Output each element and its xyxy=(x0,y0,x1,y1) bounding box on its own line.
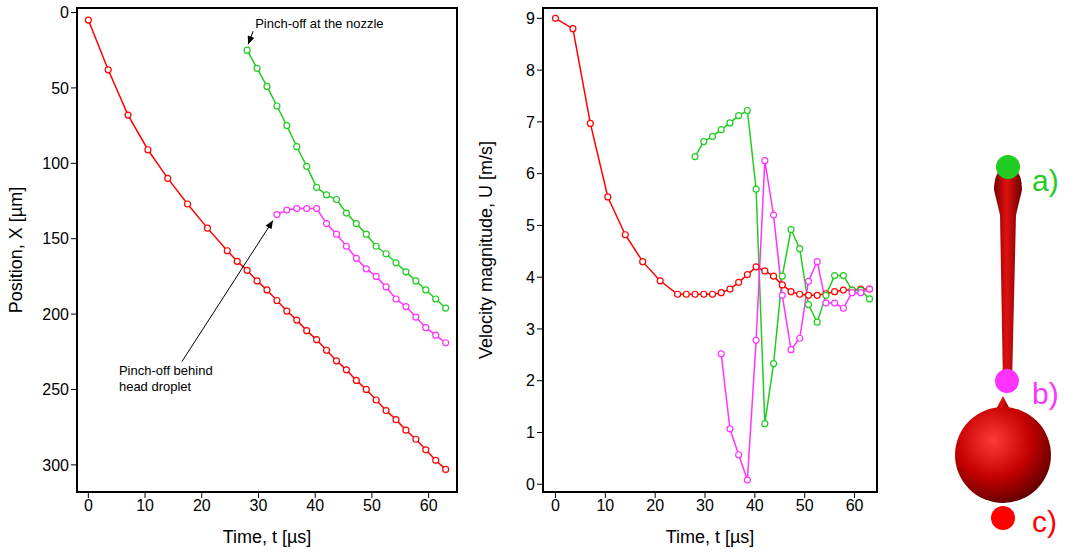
svg-text:0: 0 xyxy=(526,476,535,493)
svg-text:1: 1 xyxy=(526,424,535,441)
svg-text:Position, X [µm]: Position, X [µm] xyxy=(6,187,26,313)
svg-text:30: 30 xyxy=(696,497,714,514)
svg-text:60: 60 xyxy=(420,497,438,514)
svg-text:0: 0 xyxy=(84,497,93,514)
svg-text:Time, t [µs]: Time, t [µs] xyxy=(223,527,312,547)
svg-text:20: 20 xyxy=(193,497,211,514)
svg-text:50: 50 xyxy=(796,497,814,514)
svg-text:7: 7 xyxy=(526,114,535,131)
svg-text:3: 3 xyxy=(526,321,535,338)
svg-text:Pinch-off behind: Pinch-off behind xyxy=(119,363,213,378)
svg-text:b): b) xyxy=(1032,377,1059,410)
svg-text:20: 20 xyxy=(646,497,664,514)
svg-text:40: 40 xyxy=(306,497,324,514)
svg-text:c): c) xyxy=(1032,505,1057,538)
svg-text:2: 2 xyxy=(526,372,535,389)
svg-text:Pinch-off at the nozzle: Pinch-off at the nozzle xyxy=(255,16,383,31)
svg-text:0: 0 xyxy=(551,497,560,514)
svg-text:50: 50 xyxy=(51,80,69,97)
svg-text:250: 250 xyxy=(42,381,69,398)
svg-text:50: 50 xyxy=(363,497,381,514)
svg-text:Time, t [µs]: Time, t [µs] xyxy=(666,527,755,547)
svg-text:30: 30 xyxy=(250,497,268,514)
svg-text:head droplet: head droplet xyxy=(119,379,192,394)
svg-text:60: 60 xyxy=(846,497,864,514)
svg-text:10: 10 xyxy=(596,497,614,514)
svg-text:Velocity magnitude, U [m/s]: Velocity magnitude, U [m/s] xyxy=(476,141,496,359)
svg-text:a): a) xyxy=(1032,164,1059,197)
svg-text:4: 4 xyxy=(526,269,535,286)
svg-text:100: 100 xyxy=(42,155,69,172)
svg-text:150: 150 xyxy=(42,230,69,247)
svg-text:300: 300 xyxy=(42,457,69,474)
svg-text:200: 200 xyxy=(42,306,69,323)
svg-text:5: 5 xyxy=(526,217,535,234)
svg-text:40: 40 xyxy=(746,497,764,514)
svg-text:0: 0 xyxy=(60,4,69,21)
svg-text:10: 10 xyxy=(136,497,154,514)
svg-text:6: 6 xyxy=(526,165,535,182)
svg-text:9: 9 xyxy=(526,10,535,27)
svg-text:8: 8 xyxy=(526,62,535,79)
